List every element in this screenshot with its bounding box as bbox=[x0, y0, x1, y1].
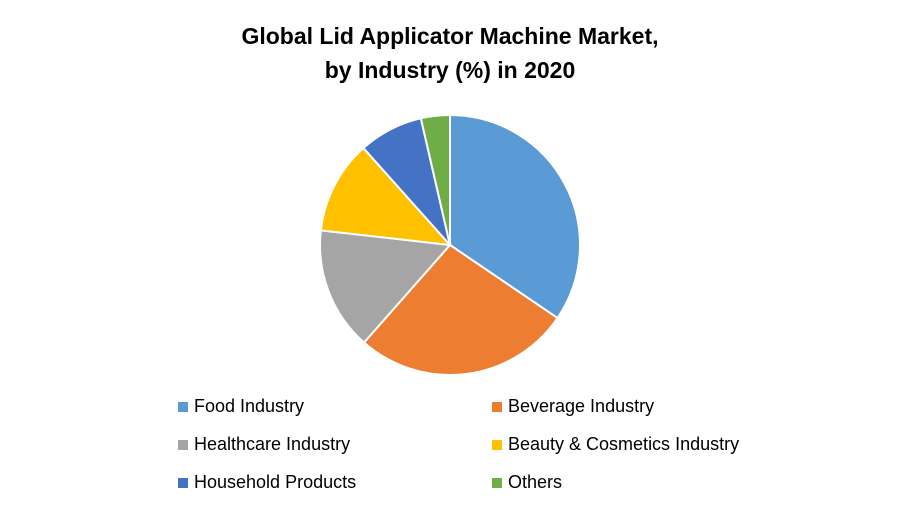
legend-swatch bbox=[178, 440, 188, 450]
chart-title: Global Lid Applicator Machine Market, bbox=[241, 23, 658, 49]
legend-swatch bbox=[492, 402, 502, 412]
legend-swatch bbox=[178, 478, 188, 488]
chart-title: by Industry (%) in 2020 bbox=[325, 57, 576, 83]
legend-label: Household Products bbox=[194, 472, 356, 492]
legend-swatch bbox=[178, 402, 188, 412]
pie-slice bbox=[449, 113, 581, 320]
legend-label: Healthcare Industry bbox=[194, 434, 350, 454]
legend-swatch bbox=[492, 440, 502, 450]
legend-label: Others bbox=[508, 472, 562, 492]
legend-label: Beverage Industry bbox=[508, 396, 654, 416]
pie-slice bbox=[362, 243, 559, 376]
legend-label: Beauty & Cosmetics Industry bbox=[508, 434, 739, 454]
pie-slice bbox=[419, 113, 451, 246]
pie-slice bbox=[319, 229, 453, 344]
pie-slice bbox=[319, 146, 453, 247]
legend-swatch bbox=[492, 478, 502, 488]
legend-label: Food Industry bbox=[194, 396, 304, 416]
